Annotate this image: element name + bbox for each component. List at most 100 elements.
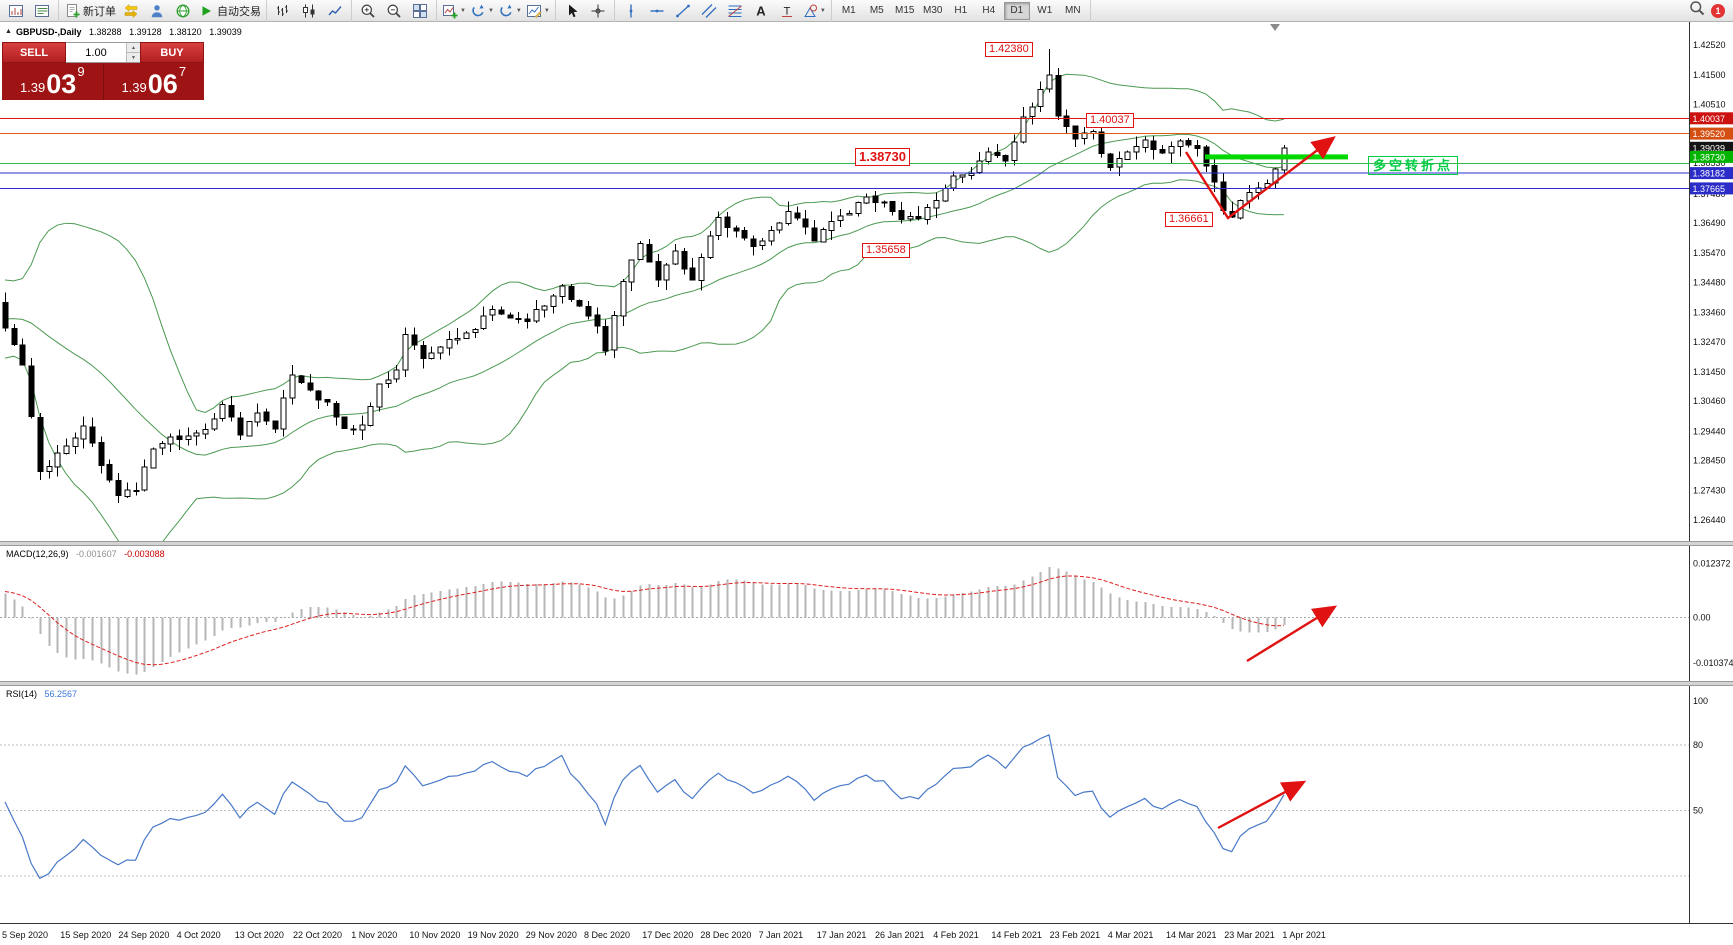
timeframe-mn-button[interactable]: MN	[1064, 5, 1081, 16]
rsi-readout: RSI(14) 56.2567	[6, 689, 77, 699]
volume-spinner[interactable]: ▲ ▼	[126, 43, 140, 62]
time-axis-label: 1 Nov 2020	[351, 930, 397, 940]
timeframe-m1-button[interactable]: M1	[841, 5, 856, 16]
price-text-label[interactable]: 1.35658	[862, 243, 910, 258]
time-axis-label: 28 Dec 2020	[700, 930, 751, 940]
candles-icon	[301, 3, 317, 19]
symbol-period-label: GBPUSD-,Daily	[16, 27, 82, 37]
periods-button[interactable]: ▼	[468, 1, 496, 21]
time-axis-label: 4 Mar 2021	[1108, 930, 1154, 940]
quick-trade-button[interactable]	[118, 1, 144, 21]
chart-ohlc-readout: GBPUSD-,Daily 1.38288 1.39128 1.38120 1.…	[16, 27, 242, 37]
candlestick-chart-button[interactable]	[296, 1, 322, 21]
volume-down-icon[interactable]: ▼	[127, 53, 140, 62]
sell-price[interactable]: 1.39 03 9	[2, 63, 104, 100]
dropdown-caret-icon[interactable]: ▼	[543, 7, 550, 14]
line-chart-button[interactable]	[322, 1, 348, 21]
price-axis-label: 1.28450	[1693, 456, 1726, 466]
timeframe-m15-button[interactable]: M15	[895, 5, 915, 16]
trend-arrow[interactable]	[1184, 136, 1336, 220]
macd-histogram	[4, 566, 1286, 675]
market-watch-button[interactable]	[29, 1, 55, 21]
zoom-in-icon	[360, 3, 376, 19]
dropdown-caret-icon[interactable]: ▼	[487, 7, 494, 14]
volume-input[interactable]: 1.00 ▲ ▼	[66, 42, 140, 63]
autotrading-button[interactable]: 自动交易	[196, 1, 263, 21]
thick-trend-level[interactable]	[1205, 154, 1348, 160]
rsi-label: RSI(14)	[6, 689, 38, 699]
price-tag: 1.38182	[1690, 167, 1733, 180]
search-icon[interactable]	[1689, 0, 1705, 21]
zoom-in-button[interactable]	[355, 1, 381, 21]
time-axis-label: 24 Sep 2020	[118, 930, 169, 940]
trend-arrow[interactable]	[1217, 780, 1307, 830]
styles-button[interactable]: ▼	[496, 1, 524, 21]
text-button[interactable]: A	[748, 1, 774, 21]
price-text-label[interactable]: 1.38730	[855, 148, 910, 166]
trendline-button[interactable]	[670, 1, 696, 21]
community-button[interactable]	[170, 1, 196, 21]
one-click-collapse-toggle[interactable]: ▲	[5, 28, 12, 35]
volume-up-icon[interactable]: ▲	[127, 43, 140, 53]
time-axis-label: 15 Sep 2020	[60, 930, 111, 940]
timeframe-m30-button[interactable]: M30	[923, 5, 943, 16]
cursor-button[interactable]	[559, 1, 585, 21]
zoom-out-button[interactable]	[381, 1, 407, 21]
timeframe-m5-button[interactable]: M5	[869, 5, 884, 16]
price-tag: 1.39039	[1690, 141, 1733, 154]
templates-button[interactable]: ▼	[524, 1, 552, 21]
hline-icon	[649, 3, 665, 19]
new-order-button[interactable]: 新订单	[62, 1, 118, 21]
note-annotation[interactable]: 多空转折点	[1368, 156, 1459, 175]
price-axis-label: 1.30460	[1693, 396, 1726, 406]
price-text-label[interactable]: 1.42380	[985, 42, 1033, 57]
price-text-label[interactable]: 1.40037	[1086, 113, 1134, 128]
timeframe-h4-button[interactable]: H4	[982, 5, 996, 16]
panel-separator[interactable]	[0, 681, 1733, 686]
buy-price[interactable]: 1.39 06 7	[104, 63, 205, 100]
rsi-line	[4, 734, 1285, 880]
rsi-value: 56.2567	[44, 689, 78, 699]
trend-arrow[interactable]	[1246, 605, 1338, 663]
horizontal-line-button[interactable]	[644, 1, 670, 21]
bar-chart-button[interactable]	[270, 1, 296, 21]
notifications-badge[interactable]: 1	[1711, 3, 1725, 18]
contacts-button[interactable]	[144, 1, 170, 21]
chart-window[interactable]: 0.012372 0.00 -0.010374 100 80 50 1.42520 1.415…	[0, 22, 1733, 945]
sell-price-fraction: 9	[77, 64, 85, 79]
chart-shift-marker[interactable]	[1270, 24, 1280, 31]
crosshair-button[interactable]	[585, 1, 611, 21]
dropdown-caret-icon[interactable]: ▼	[460, 7, 466, 14]
text-label-button[interactable]: T	[774, 1, 800, 21]
indicators-button[interactable]: ▼	[440, 1, 468, 21]
time-axis-label: 4 Oct 2020	[177, 930, 221, 940]
sell-button[interactable]: SELL	[2, 42, 66, 63]
time-axis-label: 14 Mar 2021	[1166, 930, 1217, 940]
volume-value[interactable]: 1.00	[85, 46, 107, 59]
fibonacci-button[interactable]	[722, 1, 748, 21]
shapes-button[interactable]: ▼	[800, 1, 828, 21]
svg-text:1.39520: 1.39520	[1693, 129, 1726, 139]
time-axis-label: 5 Sep 2020	[2, 930, 48, 940]
buy-button[interactable]: BUY	[140, 42, 204, 63]
text-icon: A	[753, 3, 769, 19]
timeframe-w1-button[interactable]: W1	[1037, 5, 1053, 16]
price-tag: 1.38730	[1690, 150, 1733, 163]
dropdown-caret-icon[interactable]: ▼	[819, 7, 826, 14]
vertical-line-button[interactable]	[618, 1, 644, 21]
new-chart-button[interactable]	[3, 1, 29, 21]
bollinger-upper-band	[4, 73, 1285, 414]
macd-main-value: -0.001607	[76, 549, 117, 559]
tile-windows-button[interactable]	[407, 1, 433, 21]
price-axis-label: 1.31450	[1693, 367, 1726, 377]
shapes-icon	[802, 3, 818, 19]
panel-separator[interactable]	[0, 541, 1733, 546]
timeframe-h1-button[interactable]: H1	[954, 5, 968, 16]
timeframe-d1-button[interactable]: D1	[1003, 1, 1030, 20]
price-text-label[interactable]: 1.36661	[1165, 212, 1213, 227]
channel-button[interactable]	[696, 1, 722, 21]
trendline-icon	[675, 3, 691, 19]
chart-template-icon	[526, 3, 542, 19]
dropdown-caret-icon[interactable]: ▼	[515, 7, 522, 14]
